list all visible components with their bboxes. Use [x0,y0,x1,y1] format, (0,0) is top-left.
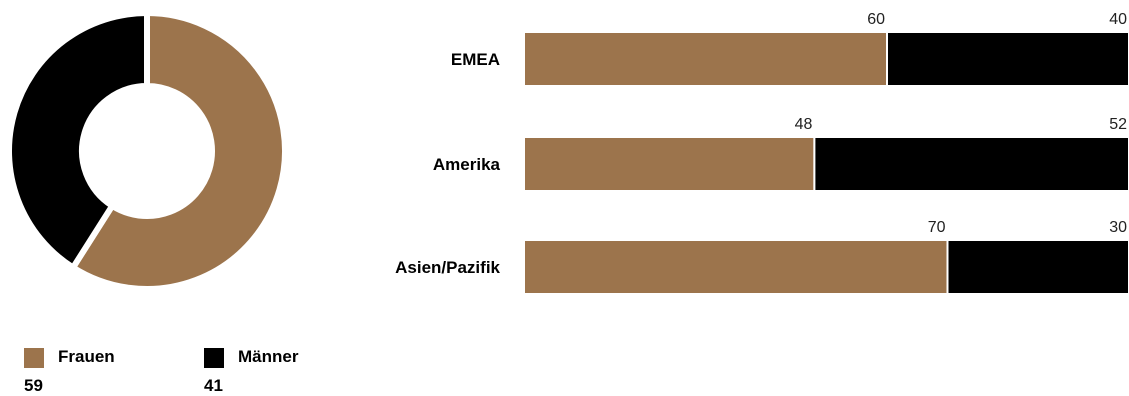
legend-label-men: Männer [238,347,299,366]
bar-segment-men [813,136,1129,192]
donut-slice-women [68,9,288,292]
bar-value-label: 48 [795,116,813,133]
bar-value-label: 52 [1109,116,1127,133]
donut-slice-men [6,9,150,272]
legend-value-women: 59 [24,376,43,395]
bar-segment-women [523,239,949,295]
bar-value-label: 60 [867,11,885,28]
bar-segment-women [523,136,816,192]
bar-segment-men [886,31,1129,87]
legend-swatch-women [24,348,44,368]
bar-segment-men [946,239,1129,295]
bar-value-label: 40 [1109,11,1127,28]
category-label: EMEA [451,50,500,69]
legend-label-women: Frauen [58,347,115,366]
legend-swatch-men [204,348,224,368]
category-label: Asien/Pazifik [395,258,500,277]
bar-value-label: 70 [928,219,946,236]
legend-item-women: Frauen 59 [24,346,184,396]
bar-segment-women [523,31,888,87]
legend-item-men: Männer 41 [204,346,364,396]
legend-value-men: 41 [204,376,223,395]
donut-chart [6,9,288,292]
bar-value-label: 30 [1109,219,1127,236]
category-label: Amerika [433,155,501,174]
stacked-bar-chart: EMEA 60 40 Amerika 48 52 Asien/Pazifik 70 30 [395,11,1129,295]
